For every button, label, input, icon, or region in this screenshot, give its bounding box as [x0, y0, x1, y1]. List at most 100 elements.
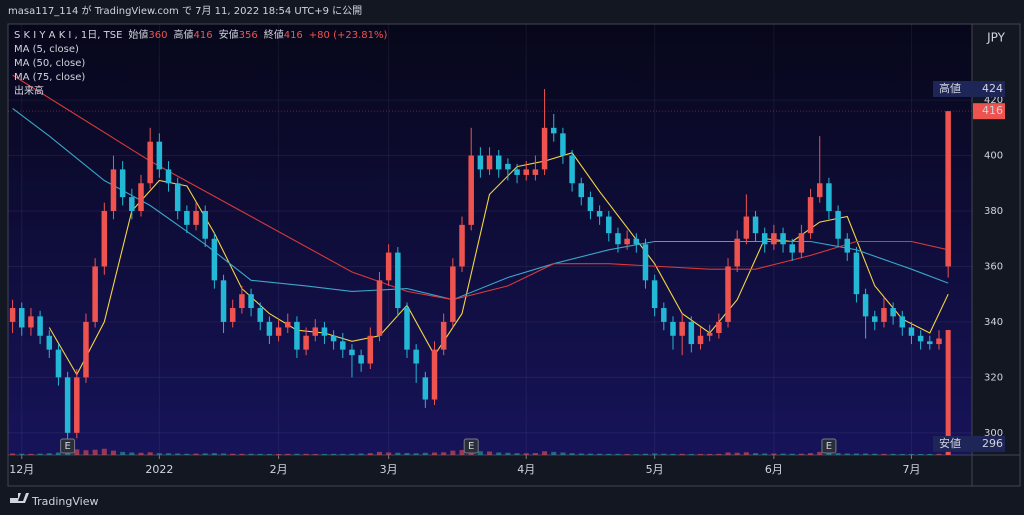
candle-body — [468, 155, 474, 225]
candle-body — [110, 169, 117, 211]
symbol: S K I Y A K I , 1日, TSE — [14, 30, 122, 41]
candle-body — [477, 155, 484, 170]
volume-bar — [918, 454, 924, 455]
candle-body — [138, 183, 144, 211]
candle-body — [147, 141, 153, 184]
candle-body — [743, 216, 750, 239]
candle-body — [193, 211, 199, 225]
volume-bar — [606, 453, 612, 455]
volume-bar — [294, 453, 300, 455]
candle-body — [789, 244, 795, 253]
candle-body — [872, 316, 878, 322]
y-tick-label: 380 — [984, 206, 1003, 217]
volume-bar — [835, 453, 841, 455]
earnings-label: E — [64, 441, 70, 452]
x-tick-label: 6月 — [765, 463, 783, 476]
candle-body — [229, 308, 236, 322]
candle-body — [725, 266, 731, 322]
ohlc-value: 416 — [194, 30, 213, 41]
volume-bar — [890, 453, 896, 455]
volume-bar — [28, 453, 34, 455]
volume-bar — [551, 451, 557, 455]
ohlc-value: 416 — [284, 30, 303, 41]
volume-bar — [670, 453, 676, 455]
candle-body — [532, 169, 539, 175]
chart-frame — [7, 23, 1021, 487]
x-tick-label: 7月 — [902, 463, 920, 476]
y-tick-label: 400 — [984, 151, 1003, 162]
x-tick-label: 12月 — [9, 463, 34, 476]
change: +80 (+23.81%) — [309, 30, 388, 41]
candle-body — [119, 169, 126, 198]
volume-bar — [184, 453, 190, 455]
volume-bar — [395, 452, 401, 455]
candle-body — [945, 111, 951, 267]
volume-bar — [46, 453, 52, 455]
volume-bar — [688, 454, 694, 455]
volume-bar — [432, 452, 438, 455]
candle-body — [881, 308, 887, 322]
candle-body — [651, 280, 658, 309]
candle-body — [165, 169, 172, 184]
candle-body — [862, 294, 869, 317]
candle-body — [358, 355, 364, 364]
volume-bar — [532, 453, 538, 455]
legend-entry: MA (50, close) — [14, 58, 85, 69]
volume-bar — [496, 452, 502, 455]
candle-body — [202, 211, 208, 239]
volume-bar — [386, 452, 392, 455]
candle-body — [716, 321, 722, 333]
candle-body — [239, 294, 245, 309]
candle-body — [688, 321, 695, 345]
volume-bar — [853, 453, 859, 455]
chart-pane — [8, 24, 972, 455]
header: masa117_114 が TradingView.com で 7月 11, 2… — [8, 4, 362, 17]
volume-bar — [569, 453, 575, 455]
candle-body — [550, 127, 557, 134]
candle-body — [74, 377, 80, 433]
volume-bar — [248, 453, 254, 455]
candle-body — [835, 211, 841, 239]
candle-body — [19, 308, 25, 328]
candle-body — [257, 308, 263, 322]
x-tick-label: 4月 — [517, 463, 535, 476]
volume-bar — [505, 452, 511, 455]
candle-body — [37, 316, 43, 336]
volume-bar — [477, 451, 483, 455]
volume-bar — [110, 450, 116, 455]
high-marker-box — [933, 81, 1005, 97]
earnings-marker — [463, 438, 479, 454]
low-marker-label: 安値 — [939, 436, 961, 450]
volume-bar — [487, 451, 493, 455]
candle-body — [422, 377, 429, 400]
candle-body — [248, 294, 254, 309]
candle-body — [706, 333, 713, 336]
legend-line: S K I Y A K I , 1日, TSE 始値360 高値416 安値356 終値… — [14, 28, 387, 41]
volume-bar — [762, 453, 768, 455]
candle-body — [844, 238, 851, 253]
ohlc-label: 終値 — [264, 28, 284, 41]
volume-bar — [221, 453, 227, 455]
candle-body — [853, 252, 860, 295]
candle-body — [761, 233, 768, 245]
volume-bar — [908, 454, 914, 455]
candle-body — [541, 127, 548, 170]
candle-body — [890, 308, 896, 317]
volume-bar — [560, 452, 566, 455]
volume-bar — [459, 450, 465, 455]
candle-body — [459, 224, 465, 267]
candle-body — [642, 244, 649, 281]
volume-bar — [239, 453, 245, 455]
ohlc-label: 始値 — [128, 28, 148, 41]
earnings-label: E — [468, 441, 474, 452]
volume-bar — [798, 453, 804, 455]
candle-body — [395, 252, 401, 309]
volume-bar — [129, 452, 135, 455]
candle-body — [734, 238, 740, 267]
candle-body — [303, 335, 309, 350]
volume-bar — [331, 453, 337, 455]
volume-bar — [276, 454, 282, 455]
candle-body — [514, 169, 520, 175]
volume-bar — [441, 452, 447, 455]
y-tick-label: 360 — [984, 261, 1003, 272]
